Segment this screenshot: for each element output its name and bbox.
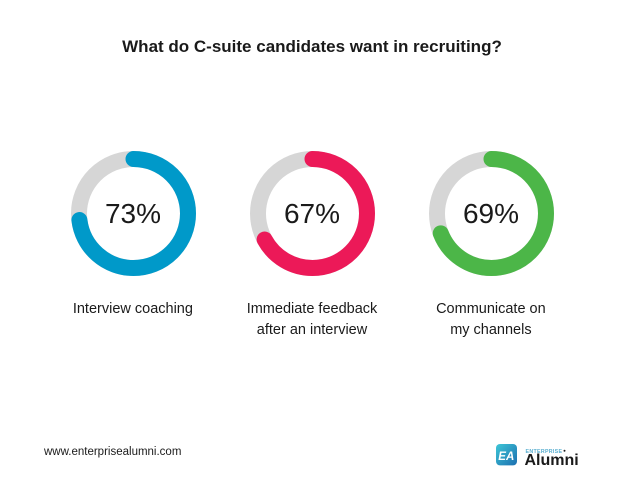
svg-text:Alumni: Alumni — [525, 452, 579, 467]
svg-text:EA: EA — [498, 451, 514, 463]
